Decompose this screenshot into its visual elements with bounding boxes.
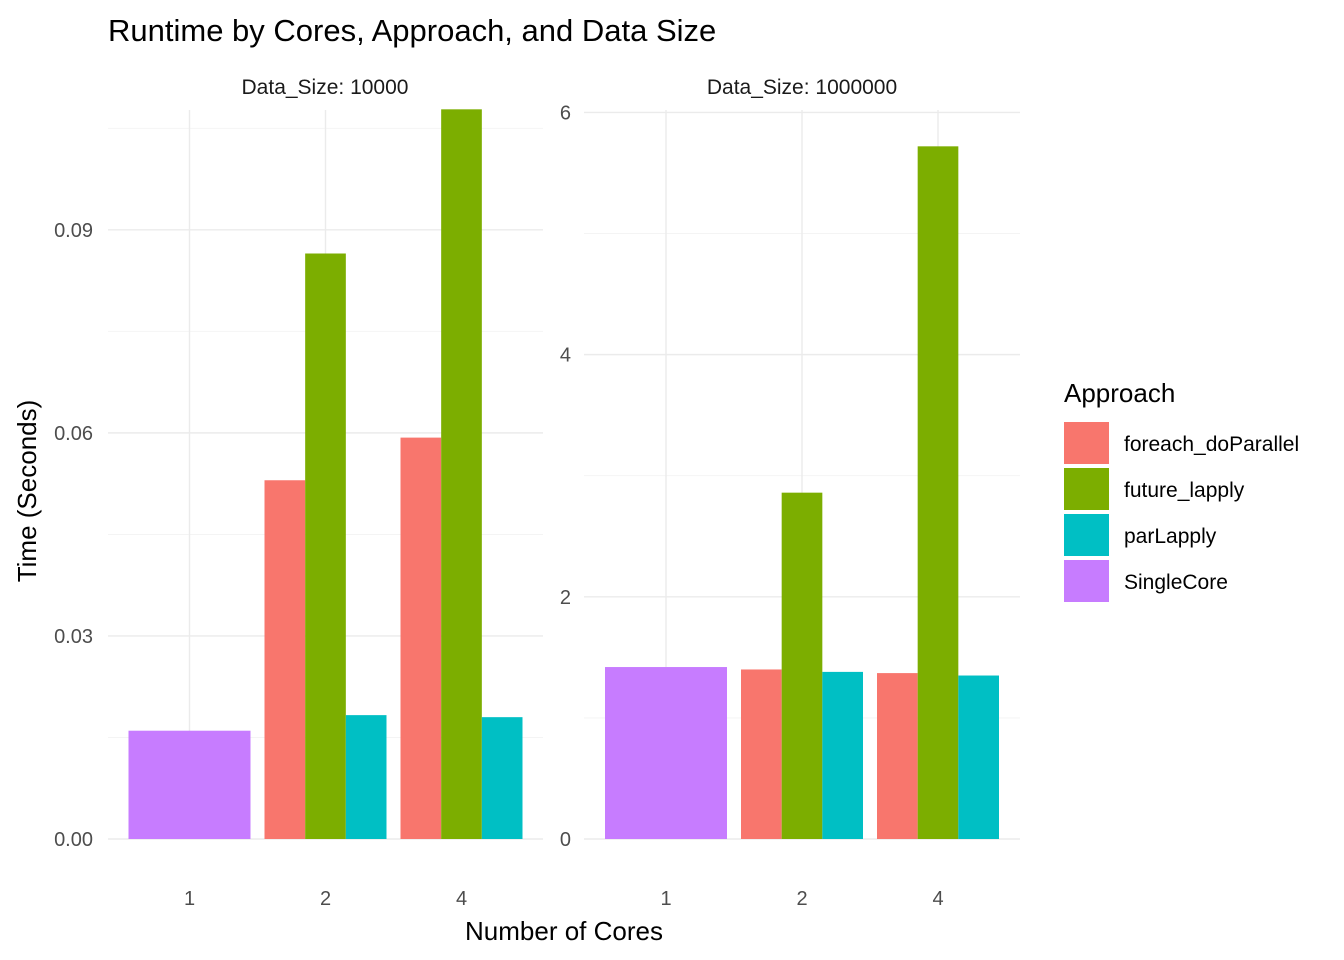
bar-foreach_doParallel: [741, 669, 782, 839]
bar-parLapply: [822, 671, 863, 839]
bar-SingleCore: [128, 730, 251, 839]
y-tick-label: 2: [560, 587, 571, 609]
y-tick-label: 0.06: [54, 423, 93, 445]
facet-strip-label: Data_Size: 1000000: [707, 76, 897, 99]
x-tick-label: 1: [660, 888, 671, 910]
bar-future_lapply: [441, 109, 482, 839]
legend-label: foreach_doParallel: [1124, 433, 1299, 456]
legend-key: [1064, 422, 1109, 464]
x-tick-label: 2: [320, 888, 331, 910]
x-axis-title: Number of Cores: [465, 916, 663, 946]
legend: Approach foreach_doParallel future_lapply…: [1064, 378, 1299, 602]
facet-panel: Data_Size: 10000 0.00 0.03 0.06 0.09 1 2 4: [54, 76, 543, 910]
y-axis-title: Time (Seconds): [12, 400, 42, 583]
legend-key: [1064, 468, 1109, 510]
bar-parLapply: [958, 675, 999, 839]
legend-label: parLapply: [1124, 525, 1217, 548]
bar-future_lapply: [305, 253, 346, 840]
legend-label: SingleCore: [1124, 571, 1228, 594]
x-tick-label: 1: [184, 888, 195, 910]
chart-title: Runtime by Cores, Approach, and Data Siz…: [108, 13, 716, 48]
facet-panel: Data_Size: 1000000 0 2 4 6 1 2 4: [560, 76, 1020, 910]
bar-foreach_doParallel: [400, 437, 442, 839]
y-tick-label: 0.00: [54, 829, 93, 851]
bar-future_lapply: [781, 492, 823, 839]
bar-parLapply: [345, 715, 387, 839]
y-tick-label: 6: [560, 102, 571, 124]
facet-strip-label: Data_Size: 10000: [242, 76, 409, 99]
bar-foreach_doParallel: [264, 480, 306, 839]
y-tick-label: 0.03: [54, 626, 93, 648]
legend-key: [1064, 514, 1109, 556]
bar-parLapply: [481, 717, 523, 839]
legend-label: future_lapply: [1124, 479, 1245, 502]
legend-key: [1064, 560, 1109, 602]
y-tick-label: 4: [560, 345, 571, 367]
bar-SingleCore: [605, 667, 727, 839]
legend-title: Approach: [1064, 378, 1175, 408]
x-tick-label: 4: [456, 888, 467, 910]
x-tick-label: 4: [932, 888, 943, 910]
bar-future_lapply: [917, 146, 959, 839]
x-tick-label: 2: [796, 888, 807, 910]
bar-foreach_doParallel: [877, 673, 918, 839]
facet-panels: Data_Size: 100000.000.030.060.091 2 4Data_…: [54, 76, 1020, 910]
y-tick-label: 0: [560, 829, 571, 851]
y-tick-label: 0.09: [54, 220, 93, 242]
